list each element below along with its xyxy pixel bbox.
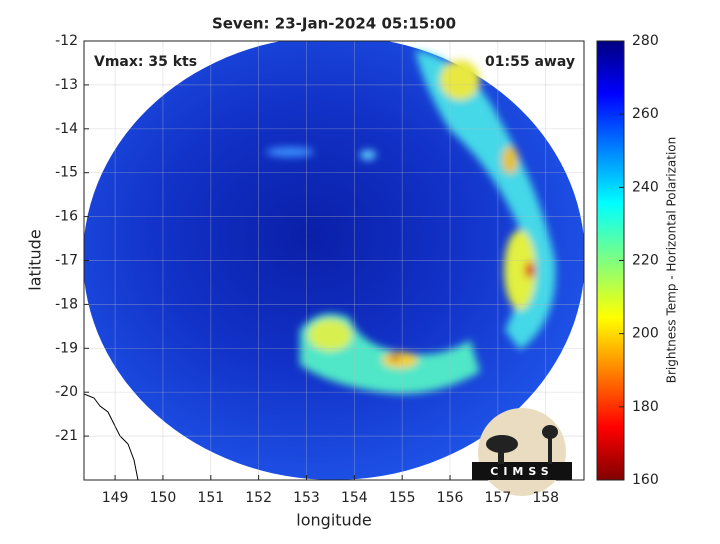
colorbar-tick-label: 240 — [632, 179, 659, 195]
x-tick-label: 156 — [437, 490, 464, 506]
annotation: 01:55 away — [485, 54, 575, 70]
colorbar-tick-label: 220 — [632, 253, 659, 269]
y-tick-label: -12 — [55, 33, 78, 49]
logo: CIMSS — [472, 408, 572, 496]
x-axis-label: longitude — [296, 511, 371, 530]
x-tick-label: 151 — [197, 490, 224, 506]
x-tick-label: 158 — [532, 490, 559, 506]
x-tick-label: 155 — [389, 490, 416, 506]
y-axis-label: latitude — [26, 229, 45, 290]
y-tick-label: -20 — [55, 384, 78, 400]
x-tick-label: 153 — [293, 490, 320, 506]
x-tick-label: 149 — [102, 490, 129, 506]
y-tick-label: -15 — [55, 165, 78, 181]
rainbands — [266, 50, 556, 394]
y-tick-label: -13 — [55, 77, 78, 93]
x-tick-label: 157 — [485, 490, 512, 506]
chart-title: Seven: 23-Jan-2024 05:15:00 — [212, 15, 456, 33]
y-tick-label: -17 — [55, 253, 78, 269]
y-tick-label: -16 — [55, 209, 78, 225]
y-tick-label: -18 — [55, 296, 78, 312]
colorbar-tick-label: 260 — [632, 106, 659, 122]
colorbar-tick-label: 200 — [632, 326, 659, 342]
colorbar-tick-label: 160 — [632, 472, 659, 488]
x-tick-label: 152 — [245, 490, 272, 506]
colorbar-tick-label: 280 — [632, 33, 659, 49]
colorbar-tick-label: 180 — [632, 399, 659, 415]
y-tick-label: -14 — [55, 121, 78, 137]
colorbar-label: Brightness Temp - Horizontal Polarizatio… — [665, 137, 679, 384]
logo-text: CIMSS — [490, 465, 553, 478]
image — [84, 41, 584, 480]
y-tick-label: -21 — [55, 428, 78, 444]
x-tick-label: 154 — [341, 490, 368, 506]
x-tick-label: 150 — [150, 490, 177, 506]
annotation: Vmax: 35 kts — [94, 54, 197, 70]
y-tick-label: -19 — [55, 340, 78, 356]
